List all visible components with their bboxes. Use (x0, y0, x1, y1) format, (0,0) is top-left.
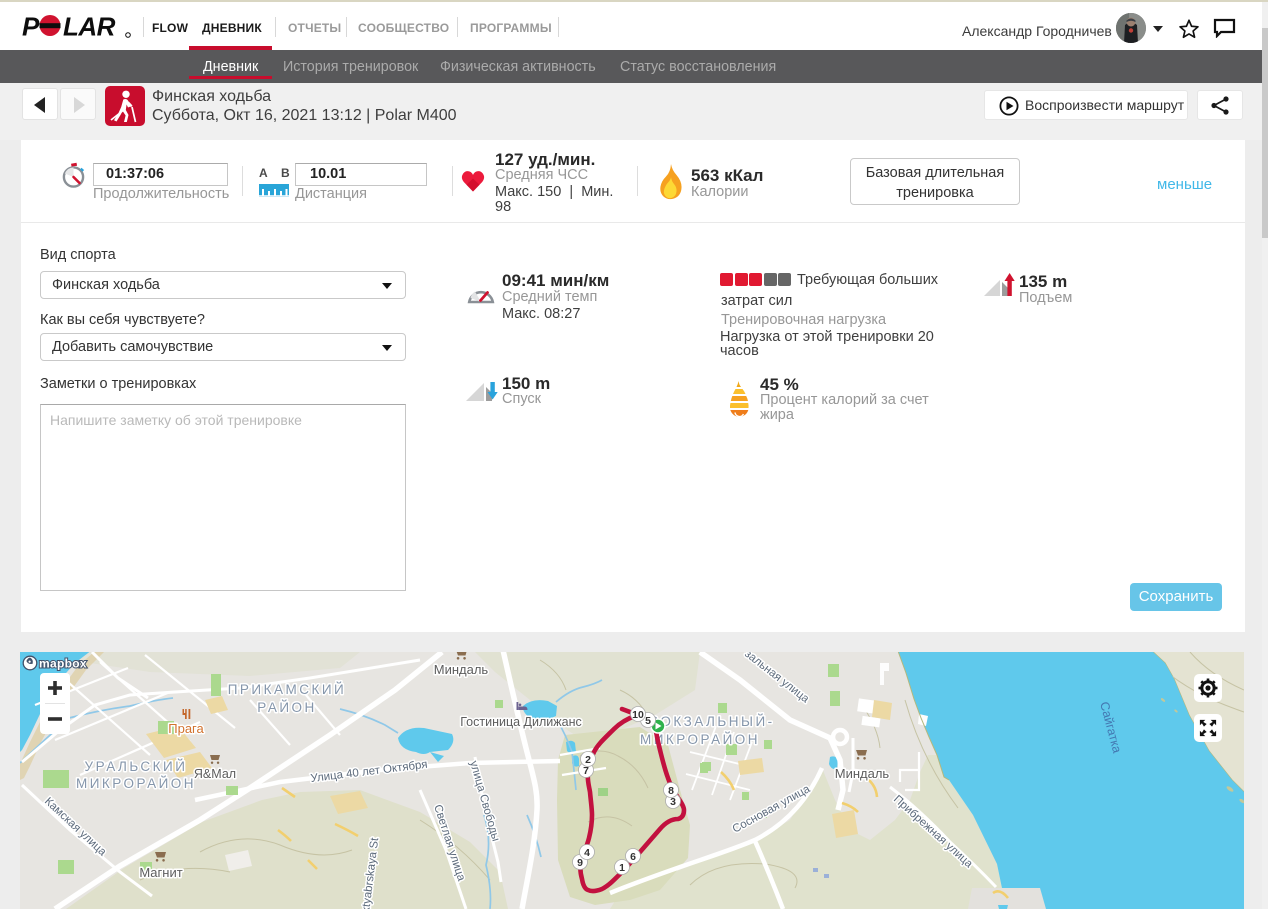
svg-text:P: P (22, 12, 40, 40)
svg-text:УРАЛЬСКИЙ: УРАЛЬСКИЙ (85, 759, 188, 774)
svg-text:LAR: LAR (63, 12, 116, 40)
svg-text:7: 7 (583, 765, 589, 777)
svg-text:8: 8 (668, 785, 674, 797)
svg-text:9: 9 (577, 857, 583, 869)
svg-text:5: 5 (645, 715, 651, 727)
svg-text:МИКРОРАЙОН: МИКРОРАЙОН (76, 776, 196, 791)
svg-text:Камская улица: Камская улица (42, 795, 109, 858)
svg-text:Миндаль: Миндаль (835, 766, 890, 781)
svg-text:mapbox: mapbox (39, 657, 87, 671)
svg-text:ПРИКАМСКИЙ: ПРИКАМСКИЙ (228, 682, 347, 697)
svg-text:Улица 40 лет Октября: Улица 40 лет Октября (310, 759, 428, 785)
svg-text:РАЙОН: РАЙОН (257, 700, 317, 715)
svg-text:1: 1 (619, 862, 625, 874)
svg-text:2: 2 (585, 754, 591, 766)
svg-text:зальная улица: зальная улица (742, 652, 811, 706)
svg-text:Я&Мал: Я&Мал (194, 767, 236, 781)
svg-text:улица Свободы: улица Свободы (467, 760, 501, 843)
svg-text:МИКРОРАЙОН: МИКРОРАЙОН (640, 732, 760, 747)
svg-text:10: 10 (632, 709, 644, 721)
svg-text:Миндаль: Миндаль (434, 662, 489, 677)
svg-text:ВОКЗАЛЬНЫЙ-: ВОКЗАЛЬНЫЙ- (649, 714, 774, 729)
svg-text:4: 4 (584, 847, 590, 859)
svg-text:3: 3 (670, 796, 676, 808)
svg-text:Гостиница Дилижанс: Гостиница Дилижанс (460, 715, 582, 729)
svg-text:Прага: Прага (168, 721, 204, 736)
svg-text:6: 6 (630, 851, 636, 863)
svg-text:Магнит: Магнит (139, 865, 182, 880)
